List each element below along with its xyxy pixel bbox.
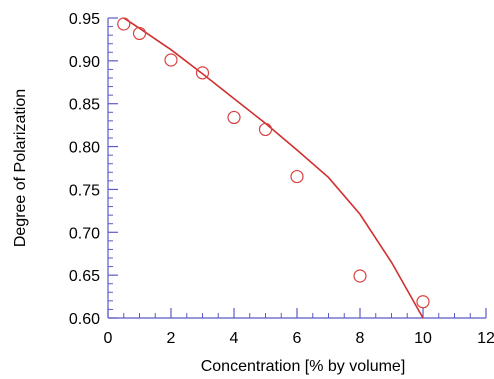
y-tick-label: 0.60	[69, 311, 100, 328]
data-point	[132, 26, 147, 41]
data-point	[117, 17, 131, 31]
x-tick-label: 2	[167, 330, 176, 347]
y-tick-label: 0.75	[69, 182, 100, 199]
data-point	[258, 122, 273, 137]
y-tick-label: 0.85	[69, 97, 100, 114]
x-tick-label: 8	[356, 330, 365, 347]
y-tick-label: 0.65	[69, 268, 100, 285]
y-tick-label: 0.95	[69, 11, 100, 28]
y-tick-label: 0.70	[69, 225, 100, 242]
fit-line	[123, 17, 424, 319]
data-point	[353, 269, 367, 283]
x-tick-label: 6	[293, 330, 302, 347]
data-point	[227, 110, 241, 125]
data-point	[164, 53, 178, 67]
x-tick-label: 0	[104, 330, 113, 347]
y-tick-label: 0.80	[69, 140, 100, 157]
x-axis-title: Concentration [% by volume]	[201, 358, 406, 375]
x-tick-label: 10	[414, 330, 432, 347]
data-point	[416, 295, 430, 309]
axes: 0 2 4 6 8 10 12 0.60 0.65 0.70 0.75 0.80 0.85 0.90 0.9…	[69, 11, 494, 347]
y-axis-title: Degree of Polarization	[12, 89, 29, 247]
data-point	[195, 66, 210, 80]
data-point	[290, 169, 304, 184]
x-tick-label: 4	[230, 330, 239, 347]
marks	[117, 17, 430, 319]
x-tick-label: 12	[477, 330, 494, 347]
y-tick-label: 0.90	[69, 54, 100, 71]
